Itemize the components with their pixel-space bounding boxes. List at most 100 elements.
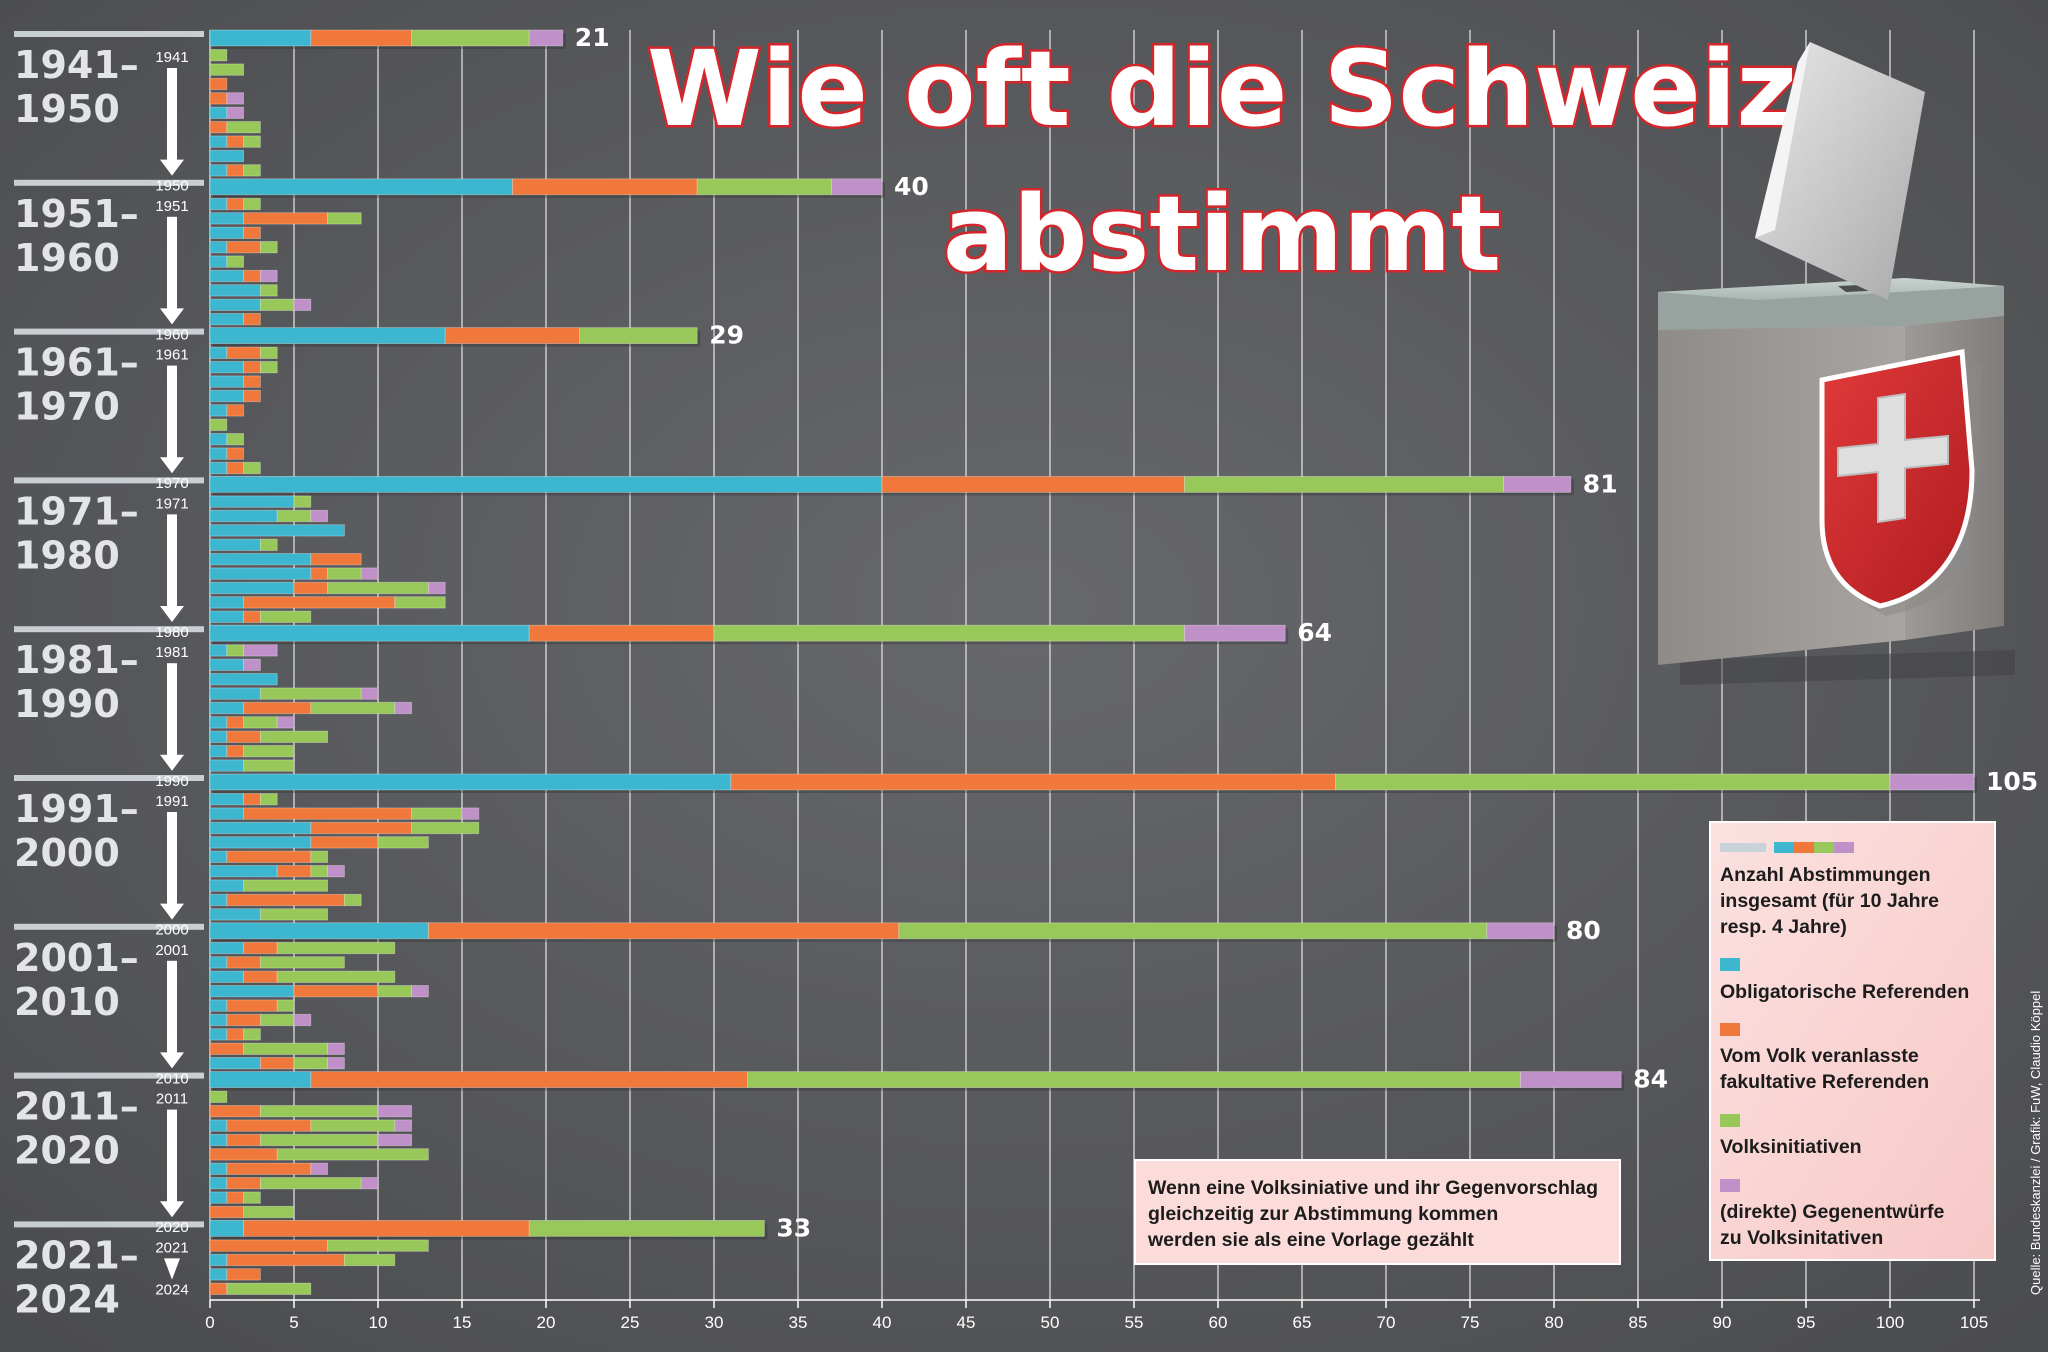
decade-labels: 1941–1950194119501951–1960195119601961–1…	[14, 43, 189, 1321]
legend-item-initiativen: Volksinitiativen	[1720, 1114, 1862, 1158]
decade-separator	[14, 179, 204, 186]
year-bar-initiativen	[259, 1133, 379, 1147]
year-bar-initiativen	[310, 865, 328, 878]
first-year-label: 1991	[155, 793, 188, 810]
year-bar-obligatorisch	[209, 226, 244, 239]
year-bar-obligatorisch	[209, 298, 261, 311]
year-bar-fakultativ	[243, 212, 329, 225]
decade-separator	[14, 1072, 204, 1079]
year-bar-initiativen	[259, 284, 278, 297]
year-bar-obligatorisch	[209, 1028, 228, 1041]
down-arrow-icon	[167, 960, 177, 1055]
year-bar-fakultativ	[226, 346, 261, 359]
first-year-label: 1981	[155, 644, 188, 661]
year-bar-initiativen	[243, 716, 278, 729]
year-bar-obligatorisch	[209, 687, 261, 700]
year-bar-obligatorisch	[209, 999, 228, 1012]
year-bar-fakultativ	[209, 1042, 244, 1055]
total-bar-obligatorisch	[209, 773, 732, 791]
year-bar-gegenentwuerfe	[327, 865, 345, 878]
decade-separator	[14, 328, 204, 335]
year-bar-fakultativ	[226, 850, 312, 863]
year-bar-fakultativ	[226, 404, 245, 417]
total-bar-fakultativ	[310, 1071, 748, 1088]
down-arrow-icon	[160, 903, 184, 920]
x-tick-label: 60	[1209, 1313, 1228, 1332]
legend-item-total: Anzahl Abstimmungen insgesamt (für 10 Ja…	[1720, 842, 1939, 938]
year-bar-gegenentwuerfe	[327, 1042, 345, 1055]
year-bar-gegenentwuerfe	[377, 1105, 412, 1118]
x-tick-label: 10	[369, 1313, 388, 1332]
last-year-label: 1950	[155, 178, 188, 195]
decade-separator	[14, 477, 204, 484]
year-bar-fakultativ	[293, 985, 379, 998]
source-credit: Quelle: Bundeskanzlei / Grafik: FuW, Cla…	[2028, 991, 2043, 1295]
year-bar-initiativen	[259, 793, 278, 806]
x-tick-label: 50	[1041, 1313, 1060, 1332]
year-bar-obligatorisch	[209, 610, 244, 623]
year-bar-fakultativ	[226, 999, 278, 1012]
year-bar-obligatorisch	[209, 908, 261, 921]
year-bar-initiativen	[209, 1090, 228, 1103]
down-arrow-icon	[160, 1201, 184, 1218]
year-bar-initiativen	[243, 759, 295, 772]
year-bar-initiativen	[276, 509, 312, 523]
last-year-label: 1960	[155, 326, 188, 343]
year-bar-initiativen	[259, 1105, 379, 1118]
year-bar-gegenentwuerfe	[360, 1177, 379, 1190]
total-bar-fakultativ	[310, 29, 412, 47]
year-bar-obligatorisch	[209, 879, 244, 892]
decade-label-line-1: 1951–	[14, 192, 139, 236]
year-bar-gegenentwuerfe	[411, 985, 429, 998]
year-bar-fakultativ	[226, 1013, 261, 1027]
x-tick-label: 55	[1125, 1313, 1144, 1332]
year-bar-fakultativ	[243, 701, 312, 715]
total-bar-initiativen	[579, 327, 698, 345]
year-bar-fakultativ	[243, 269, 261, 283]
year-bar-initiativen	[259, 298, 295, 311]
legend-label-gegenentwuerfe-2: zu Volksinitativen	[1720, 1227, 1883, 1249]
down-arrow-icon	[167, 1109, 177, 1204]
decade-separator	[14, 1221, 204, 1228]
year-bar-fakultativ	[243, 226, 261, 239]
decade-group: 21	[209, 23, 610, 191]
legend-label-initiativen: Volksinitiativen	[1720, 1136, 1862, 1158]
year-bar-obligatorisch	[209, 404, 228, 417]
down-arrow-icon	[160, 457, 184, 474]
ballot-box-icon	[1658, 42, 2015, 685]
year-bar-initiativen	[259, 1013, 295, 1027]
year-bar-fakultativ	[310, 836, 379, 849]
year-bar-obligatorisch	[209, 836, 312, 849]
year-bar-fakultativ	[209, 77, 228, 91]
decade-group: 81	[209, 469, 1618, 638]
total-value-label: 29	[709, 321, 744, 350]
x-tick-label: 35	[789, 1313, 808, 1332]
year-bar-obligatorisch	[209, 255, 228, 268]
total-value-label: 21	[575, 23, 610, 52]
year-bar-initiativen	[243, 1042, 329, 1055]
first-year-label: 2011	[156, 1091, 188, 1108]
year-bar-obligatorisch	[209, 985, 295, 998]
decade-label-line-1: 1941–	[14, 43, 139, 87]
year-bar-obligatorisch	[209, 149, 244, 163]
decade-label-line-2: 2010	[14, 980, 120, 1024]
year-bar-fakultativ	[226, 241, 261, 254]
legend-swatch-gegenentwuerfe	[1720, 1179, 1740, 1192]
first-year-label: 1951	[155, 198, 188, 215]
year-bar-fakultativ	[226, 745, 245, 758]
year-bar-initiativen	[327, 581, 429, 595]
decade-group: 33	[209, 1213, 811, 1295]
year-bar-initiativen	[259, 908, 328, 921]
year-bar-gegenentwuerfe	[226, 106, 245, 119]
year-bar-obligatorisch	[209, 865, 278, 878]
year-bar-obligatorisch	[209, 730, 228, 743]
year-bar-initiativen	[226, 1282, 312, 1295]
down-arrow-icon	[160, 1052, 184, 1069]
year-bar-obligatorisch	[209, 509, 278, 523]
year-bar-obligatorisch	[209, 1253, 228, 1267]
total-bar-gegenentwuerfe	[1520, 1071, 1622, 1088]
legend-swatch-fakultativ	[1720, 1023, 1740, 1036]
